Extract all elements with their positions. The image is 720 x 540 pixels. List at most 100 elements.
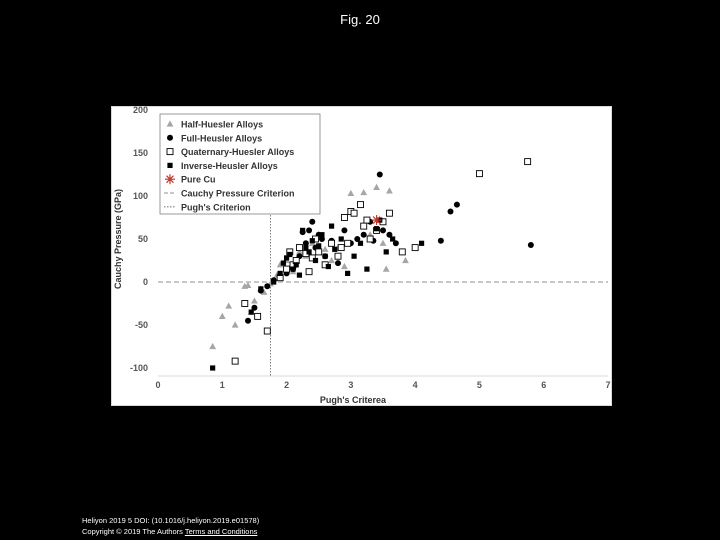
data-point [453,201,460,208]
data-point [340,214,348,221]
legend-label: Pure Cu [181,175,216,185]
slide-title: Fig. 20 [340,12,380,27]
copyright-line: Copyright © 2019 The Authors Terms and C… [82,526,259,537]
data-point [316,243,322,249]
y-tick-label: 100 [133,191,148,201]
data-point [373,226,380,232]
legend: Half-Huesler Alloys Full-Heusler Alloys Qu… [159,113,321,215]
data-point [231,321,239,328]
x-tick-label: 5 [477,380,482,390]
data-point [475,170,483,178]
data-point [306,227,313,234]
data-point [383,249,389,255]
legend-label: Half-Huesler Alloys [181,120,263,130]
y-tick-label: 0 [143,277,148,287]
data-point [527,242,534,249]
data-point [321,245,329,252]
data-point [524,158,532,166]
legend-label: Quaternary-Huesler Alloys [181,147,294,157]
data-point [379,239,387,246]
data-point [254,312,262,320]
x-tick-label: 2 [284,380,289,390]
data-point [241,300,249,307]
data-point [357,201,364,209]
data-point [245,317,251,324]
y-axis-label: Cauchy Pressure (GPa) [113,189,123,289]
legend-label: Full-Heusler Alloys [181,133,262,143]
data-point [386,231,393,238]
data-point [209,342,217,350]
legend-marker [166,120,174,127]
data-point [296,272,303,278]
legend-label: Inverse-Heusler Alloys [181,161,278,171]
plot-border [111,106,612,406]
y-tick-label: 200 [133,106,148,115]
y-tick-label: -100 [130,363,148,373]
data-point [350,209,358,217]
data-point [309,238,315,244]
data-point [366,235,374,243]
data-point [360,222,368,230]
data-point [260,288,268,295]
data-point [328,256,335,264]
data-point [302,240,309,247]
data-point [376,171,383,178]
data-point [334,252,342,260]
data-point [344,239,352,247]
data-point [283,265,291,273]
y-tick-label: 50 [138,234,148,244]
data-point [398,248,406,256]
data-point [293,262,299,268]
x-tick-label: 6 [541,380,546,390]
data-point [373,183,380,190]
x-tick-label: 0 [155,380,160,390]
data-point [280,260,286,266]
data-point [363,216,371,224]
data-point [271,279,277,285]
data-point [371,215,382,226]
data-point [360,231,367,238]
citation-text: Heliyon 2019 5 DOI: (10.1016/j.heliyon.2… [82,516,260,525]
legend-label: Pugh's Criterion [181,202,251,212]
data-point [332,246,338,252]
x-tick-label: 7 [605,380,610,390]
y-tick-label: -50 [135,320,148,330]
data-points [209,158,534,371]
data-point [251,304,258,311]
data-point [296,248,303,255]
x-axis-label: Pugh's Criterea [320,395,387,405]
data-point [351,253,357,259]
axes-group: -100 -50 0 50 100 150 200 0 1 2 3 4 5 6 7 Pugh's Criter… [111,105,612,406]
data-point [392,240,399,247]
y-tick-label: 150 [133,148,148,158]
data-point [382,265,390,272]
data-point [386,187,393,194]
data-point [328,239,336,247]
data-point [418,240,425,246]
data-point [390,236,396,242]
data-point [319,232,325,238]
data-point [305,268,313,276]
data-point [328,223,335,229]
data-point [338,236,344,242]
data-point [210,365,216,371]
data-point [315,248,323,256]
data-point [354,236,361,242]
data-point [437,237,444,244]
data-point [303,245,309,251]
data-point [335,260,341,267]
x-tick-label: 4 [413,380,418,390]
data-point [258,286,264,292]
chart-figure: -100 -50 0 50 100 150 200 0 1 2 3 4 5 6 7 Pugh's Criter… [111,105,612,406]
data-point [218,312,226,319]
data-point [231,357,239,365]
data-point [318,236,325,242]
data-point [360,188,368,196]
data-point [264,283,271,290]
data-point [341,227,348,234]
legend-marker [167,162,173,168]
terms-link[interactable]: Terms and Conditions [184,527,258,536]
legend-label: Cauchy Pressure Criterion [181,189,295,199]
data-point [411,244,419,252]
data-point [341,262,348,270]
